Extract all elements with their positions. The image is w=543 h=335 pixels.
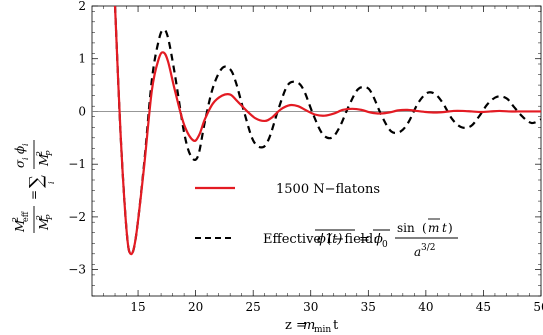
y-label-rhs-phi: ϕ bbox=[13, 146, 27, 154]
x-axis-label: z = m min t bbox=[285, 318, 339, 335]
y-tick-label--1: −1 bbox=[68, 157, 86, 171]
formula-paren-open: ( bbox=[422, 221, 427, 235]
y-label-sum: ∑ bbox=[26, 175, 47, 188]
y-label-rhs-sigma-sub: i bbox=[21, 157, 30, 160]
y-label-lhs-num-sub: eff bbox=[21, 210, 30, 222]
legend-dashed-label: Effective 1−field: bbox=[263, 232, 378, 247]
formula-sin: sin bbox=[397, 221, 415, 235]
legend: 1500 N−flatons Effective 1−field: ϕ (t) … bbox=[195, 182, 458, 259]
y-label-rhs-sigma: σ bbox=[13, 159, 27, 168]
y-tick-label--2: −2 bbox=[68, 210, 86, 224]
y-tick-label-2: 2 bbox=[78, 0, 86, 13]
x-axis-label-prefix: z = bbox=[285, 318, 307, 333]
y-label-sum-index: i bbox=[47, 181, 56, 184]
x-tick-label-25: 25 bbox=[246, 300, 261, 314]
formula-phi0: ϕ bbox=[374, 232, 383, 247]
y-label-rhs-phi-sub: i bbox=[21, 143, 30, 146]
formula-mbar: m bbox=[428, 221, 439, 235]
formula-paren-close: ) bbox=[448, 221, 453, 235]
formula-t-paren: (t) bbox=[327, 232, 342, 247]
series-line-effective-field bbox=[113, 6, 541, 256]
formula-t: t bbox=[442, 221, 447, 235]
y-label-rhs-den: M bbox=[37, 153, 51, 167]
y-label-eq: = bbox=[27, 190, 41, 200]
y-tick-label-1: 1 bbox=[78, 52, 86, 66]
formula-a-sup: 3/2 bbox=[421, 243, 435, 253]
x-axis-label-var: m bbox=[303, 318, 315, 333]
formula-eq: = bbox=[359, 232, 370, 247]
x-tick-label-20: 20 bbox=[188, 300, 203, 314]
x-axis-label-suffix: t bbox=[333, 318, 339, 333]
y-label-lhs-num-sup: 2 bbox=[11, 217, 20, 222]
x-tick-label-30: 30 bbox=[303, 300, 318, 314]
x-tick-label-35: 35 bbox=[361, 300, 376, 314]
x-axis-label-sub: min bbox=[314, 325, 331, 335]
x-tick-label-45: 45 bbox=[476, 300, 491, 314]
x-tick-label-50: 50 bbox=[533, 300, 543, 314]
plot-frame bbox=[91, 5, 542, 297]
legend-red-label: 1500 N−flatons bbox=[276, 182, 380, 197]
y-axis-label: M eff 2 M P 2 = ∑ i σ i ϕ i M P 2 bbox=[11, 140, 56, 233]
y-label-lhs-num: M bbox=[13, 219, 27, 233]
legend-formula: ϕ (t) = ϕ 0 sin ( m t ) a 3/2 bbox=[315, 218, 458, 259]
y-tick-label-0: 0 bbox=[78, 104, 86, 118]
series-line-n-flatons bbox=[113, 6, 541, 256]
x-tick-label-40: 40 bbox=[418, 300, 433, 314]
y-label-lhs-den-sub: P bbox=[45, 214, 54, 221]
x-tick-label-15: 15 bbox=[130, 300, 145, 314]
y-label-lhs-den: M bbox=[37, 217, 51, 231]
formula-phi: ϕ bbox=[317, 232, 326, 247]
y-label-lhs-den-sup: 2 bbox=[35, 215, 44, 220]
y-label-rhs-den-sup: 2 bbox=[35, 151, 44, 156]
formula-a: a bbox=[414, 245, 421, 259]
y-tick-label--3: −3 bbox=[68, 263, 86, 277]
formula-phi0-sub: 0 bbox=[382, 240, 388, 250]
y-label-rhs-den-sub: P bbox=[45, 150, 54, 157]
